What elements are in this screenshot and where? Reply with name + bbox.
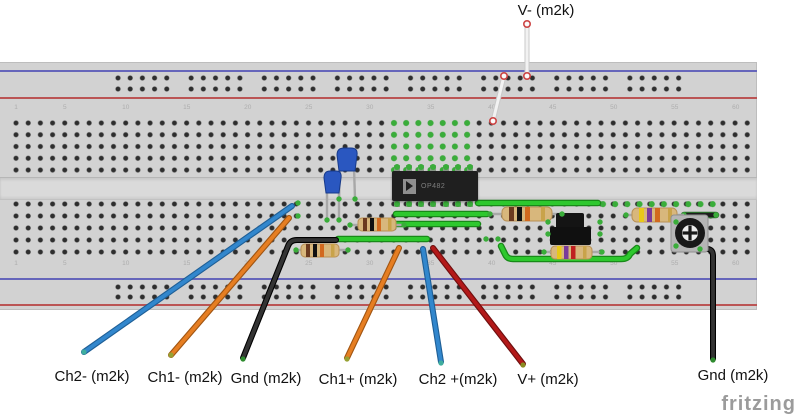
analog-devices-logo-icon bbox=[403, 178, 416, 194]
resistor-r2[interactable] bbox=[294, 243, 348, 258]
wire-gnd-right[interactable] bbox=[697, 246, 716, 363]
wire-v-minus[interactable] bbox=[522, 19, 531, 81]
resistor-r5[interactable] bbox=[626, 207, 684, 223]
label-ch2-plus: Ch2 +(m2k) bbox=[418, 371, 498, 388]
bottom-rail-red-line bbox=[0, 304, 757, 306]
main-holes-top[interactable] bbox=[10, 117, 752, 176]
wire-ch2-plus[interactable] bbox=[420, 246, 444, 366]
capacitor-2[interactable] bbox=[323, 170, 342, 219]
resistor-r3[interactable] bbox=[490, 206, 562, 222]
wire-white-rail-to-row[interactable] bbox=[488, 72, 508, 126]
top-rail-red-line bbox=[0, 97, 757, 99]
ic-op482[interactable]: OP482 bbox=[392, 171, 478, 201]
bottom-rail-holes[interactable] bbox=[112, 281, 698, 303]
top-rail-blue-line bbox=[0, 70, 757, 72]
wire-gnd-left[interactable] bbox=[240, 237, 339, 362]
jumper-block[interactable] bbox=[550, 213, 591, 245]
wire-v-plus[interactable] bbox=[430, 245, 526, 368]
ic-pins bbox=[394, 164, 473, 207]
fritzing-watermark: fritzing bbox=[721, 393, 796, 415]
wire-ch2-minus[interactable] bbox=[81, 203, 295, 355]
connection-highlight-dots bbox=[293, 196, 703, 255]
breadboard[interactable]: 1 5 10 15 20 25 30 35 40 45 50 55 60 1 5 10 15 20 25 30 35 4… bbox=[0, 62, 757, 310]
label-ch1-minus: Ch1- (m2k) bbox=[147, 369, 223, 386]
bottom-rail-blue-line bbox=[0, 278, 757, 280]
connected-holes-row-f-right bbox=[597, 198, 717, 210]
label-v-minus: V- (m2k) bbox=[517, 2, 575, 19]
wire-ch1-minus[interactable] bbox=[168, 215, 292, 358]
ic-label: OP482 bbox=[421, 182, 446, 190]
label-gnd-left: Gnd (m2k) bbox=[230, 370, 302, 387]
resistor-r4[interactable] bbox=[544, 245, 602, 260]
label-ch2-minus: Ch2- (m2k) bbox=[54, 368, 130, 385]
top-rail-holes[interactable] bbox=[112, 72, 698, 94]
wire-ch1-plus[interactable] bbox=[344, 245, 402, 362]
label-gnd-right: Gnd (m2k) bbox=[697, 367, 769, 384]
label-ch1-plus: Ch1+ (m2k) bbox=[318, 371, 398, 388]
label-v-plus: V+ (m2k) bbox=[517, 371, 579, 388]
resistor-r1[interactable] bbox=[348, 217, 404, 232]
trimmer-potentiometer[interactable] bbox=[670, 214, 709, 253]
column-numbers: 1 5 10 15 20 25 30 35 40 45 50 55 60 bbox=[14, 104, 740, 111]
